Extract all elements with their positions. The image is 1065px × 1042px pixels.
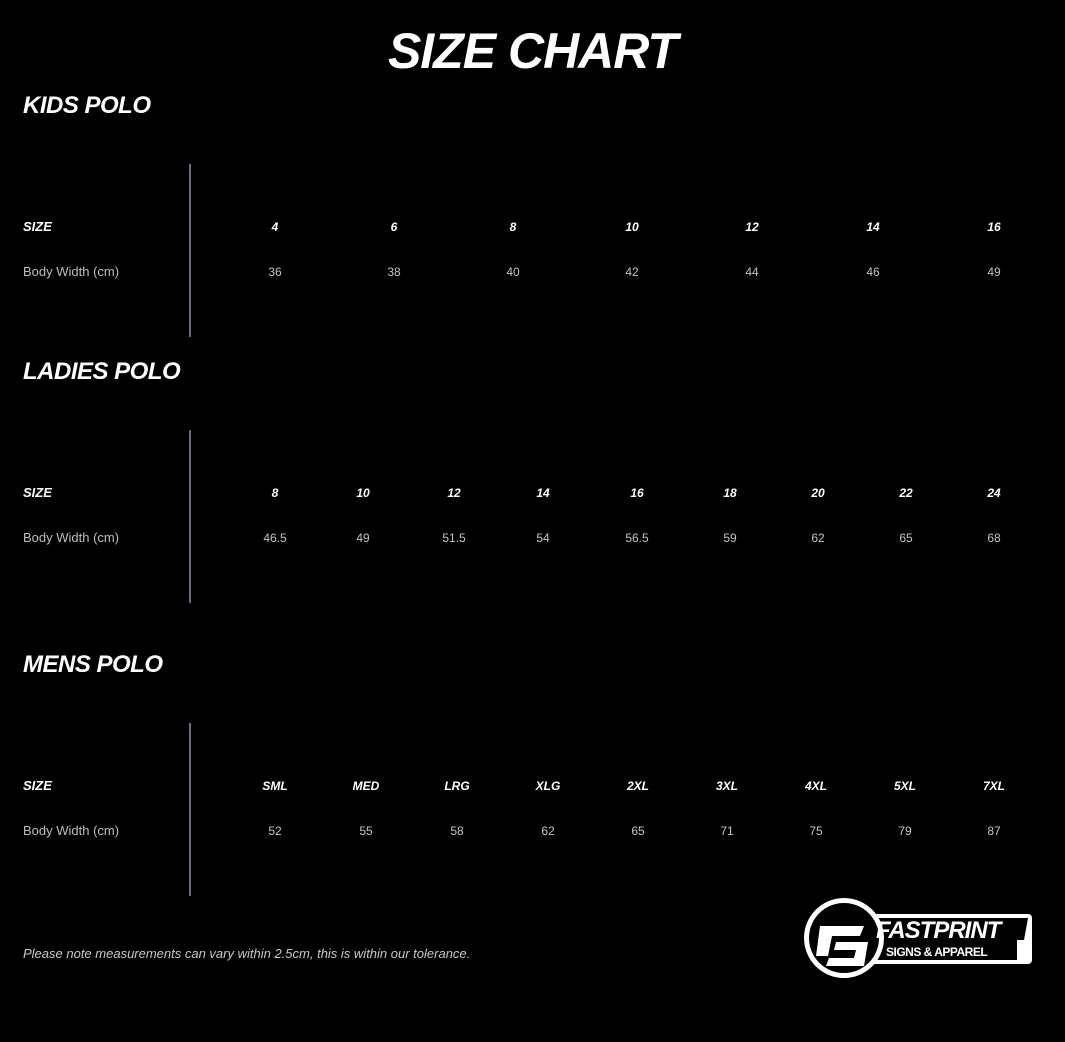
section-title: MENS POLO: [23, 651, 163, 678]
size-cell: MED: [352, 779, 380, 793]
size-cell: 16: [987, 220, 1001, 234]
size-cell: 18: [723, 486, 737, 500]
size-cell: 10: [625, 220, 639, 234]
size-cell: SML: [262, 779, 288, 793]
size-cell: 3XL: [715, 779, 738, 793]
size-row-label: SIZE: [23, 219, 52, 234]
body-width-cell: 56.5: [625, 531, 649, 545]
body-width-cell: 36: [268, 265, 282, 279]
size-cell: 14: [536, 486, 550, 500]
body-width-cell: 42: [625, 265, 639, 279]
body-width-cell: 71: [720, 824, 734, 838]
size-cell: 16: [630, 486, 644, 500]
body-width-cell: 44: [745, 265, 759, 279]
body-width-row-label: Body Width (cm): [23, 823, 120, 838]
page-title: SIZE CHART: [387, 23, 678, 79]
size-cell: XLG: [535, 779, 561, 793]
body-width-cell: 87: [987, 824, 1001, 838]
body-width-cell: 62: [541, 824, 555, 838]
body-width-cell: 79: [898, 824, 912, 838]
size-cell: 10: [356, 486, 370, 500]
size-cell: 12: [745, 220, 759, 234]
body-width-cell: 54: [536, 531, 550, 545]
size-cell: 8: [271, 486, 279, 500]
size-cell: 22: [899, 486, 913, 500]
section-title: LADIES POLO: [23, 358, 181, 385]
size-cell: 2XL: [626, 779, 649, 793]
column-divider: [189, 164, 191, 337]
body-width-cell: 68: [987, 531, 1001, 545]
size-cell: 5XL: [893, 779, 916, 793]
size-cell: 8: [509, 220, 517, 234]
svg-text:SIGNS & APPAREL: SIGNS & APPAREL: [886, 945, 987, 959]
size-row-label: SIZE: [23, 485, 52, 500]
body-width-cell: 62: [811, 531, 825, 545]
body-width-cell: 40: [506, 265, 520, 279]
body-width-cell: 58: [450, 824, 464, 838]
body-width-cell: 49: [356, 531, 370, 545]
tolerance-note: Please note measurements can vary within…: [23, 946, 471, 961]
body-width-cell: 52: [268, 824, 282, 838]
body-width-cell: 65: [631, 824, 645, 838]
column-divider: [189, 430, 191, 603]
size-row-label: SIZE: [23, 778, 52, 793]
size-cell: 12: [447, 486, 461, 500]
section-title: KIDS POLO: [23, 92, 151, 119]
size-cell: 6: [390, 220, 398, 234]
body-width-cell: 65: [899, 531, 913, 545]
body-width-cell: 75: [809, 824, 823, 838]
size-cell: 14: [866, 220, 880, 234]
size-cell: 24: [987, 486, 1001, 500]
body-width-row-label: Body Width (cm): [23, 530, 120, 545]
body-width-row-label: Body Width (cm): [23, 264, 120, 279]
column-divider: [189, 723, 191, 896]
size-cell: LRG: [444, 779, 470, 793]
size-cell: 4: [271, 220, 279, 234]
size-cell: 4XL: [804, 779, 827, 793]
body-width-cell: 59: [723, 531, 737, 545]
fastprint-logo: FASTPRINT SIGNS & APPAREL: [802, 896, 1034, 985]
body-width-cell: 49: [987, 265, 1001, 279]
size-cell: 7XL: [982, 779, 1005, 793]
body-width-cell: 55: [359, 824, 373, 838]
size-cell: 20: [811, 486, 825, 500]
svg-text:FASTPRINT: FASTPRINT: [876, 917, 1004, 944]
body-width-cell: 51.5: [442, 531, 466, 545]
body-width-cell: 46.5: [263, 531, 287, 545]
body-width-cell: 46: [866, 265, 880, 279]
body-width-cell: 38: [387, 265, 401, 279]
